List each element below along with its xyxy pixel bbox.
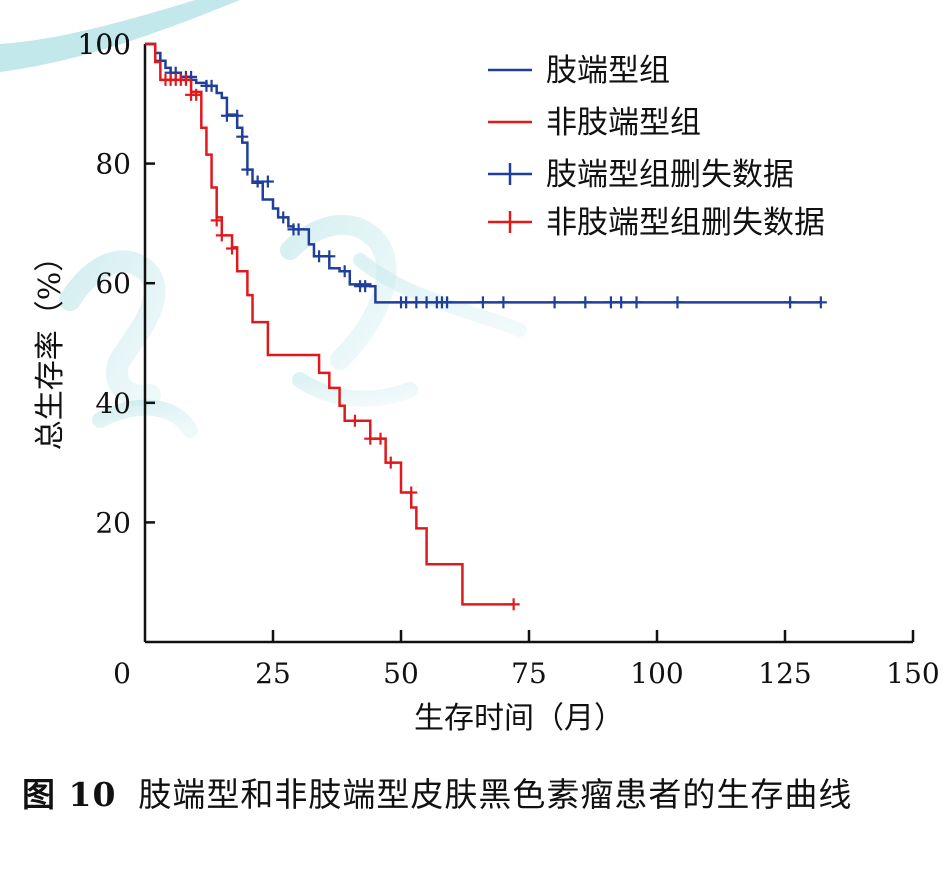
legend-label-nonacral-censored: 非肢端型组删失数据 [546,205,825,241]
y-tick-label: 60 [95,267,131,300]
y-tick-label: 80 [95,148,131,181]
censor-mark-acral [231,109,244,122]
censor-mark-acral [410,296,423,309]
legend-swatch-nonacral-censored [488,211,532,233]
x-tick-label: 50 [383,657,419,690]
figure-number: 图 10 [22,775,117,814]
legend-label-acral-censored: 肢端型组删失数据 [546,157,794,193]
y-tick-label: 20 [95,506,131,539]
censor-mark-acral [814,296,827,309]
censor-mark-nonacral [215,229,228,242]
censor-mark-acral [615,296,628,309]
censor-mark-acral [220,109,233,122]
censor-mark-acral [205,79,218,92]
censor-mark-acral [604,296,617,309]
x-tick-label: 75 [511,657,547,690]
legend-swatch-acral-censored [488,163,532,185]
y-ticks [145,42,155,524]
x-tick-label: 0 [113,657,131,690]
y-axis-title: 总生存率（%） [33,242,68,451]
legend-label-acral: 肢端型组 [546,53,670,89]
censor-mark-acral [292,223,305,236]
censor-mark-nonacral [210,214,223,227]
censor-mark-acral [251,175,264,188]
censor-mark-acral [359,280,372,293]
censor-mark-acral [313,250,326,263]
censor-mark-acral [261,175,274,188]
censor-mark-acral [420,296,433,309]
censor-mark-acral [497,296,510,309]
censor-mark-nonacral [374,432,387,445]
x-axis-title: 生存时间（月） [414,701,624,736]
censor-mark-nonacral [179,73,192,86]
censor-mark-nonacral [405,486,418,499]
censor-mark-acral [236,130,249,143]
censor-mark-acral [784,296,797,309]
censor-mark-acral [579,296,592,309]
series-line-nonacral [145,42,514,606]
censor-mark-acral [671,296,684,309]
x-tick-label: 25 [255,657,291,690]
y-tick-label: 40 [95,387,131,420]
censor-mark-acral [323,250,336,263]
censor-mark-acral [441,296,454,309]
censor-mark-nonacral [226,242,239,255]
axes [143,44,913,644]
figure-caption-text: 肢端型和非肢端型皮肤黑色素瘤患者的生存曲线 [138,775,853,814]
censor-mark-acral [400,296,413,309]
x-tick-label: 100 [630,657,683,690]
censor-mark-acral [548,296,561,309]
censor-mark-acral [630,296,643,309]
x-tick-label: 150 [886,657,939,690]
legend: 肢端型组 非肢端型组 肢端型组删失数据 非肢端型组删失数据 [488,53,825,241]
censor-mark-acral [476,296,489,309]
legend-label-nonacral: 非肢端型组 [546,105,701,141]
censor-mark-nonacral [384,456,397,469]
censor-mark-acral [277,211,290,224]
y-tick-label: 100 [78,28,131,61]
figure-caption: 图 10 肢端型和非肢端型皮肤黑色素瘤患者的生存曲线 [22,766,927,824]
censor-mark-nonacral [190,88,203,101]
x-tick-labels: 0 25 50 75 100 125 150 [113,657,940,690]
y-tick-label: 100 [78,28,131,61]
x-ticks [271,630,915,642]
censor-mark-acral [338,265,351,278]
censor-mark-nonacral [348,414,361,427]
x-tick-label: 125 [758,657,811,690]
censor-mark-nonacral [364,432,377,445]
censor-mark-acral [241,163,254,176]
series-layer [145,42,827,611]
watermark [0,0,527,438]
censor-mark-nonacral [507,598,520,611]
